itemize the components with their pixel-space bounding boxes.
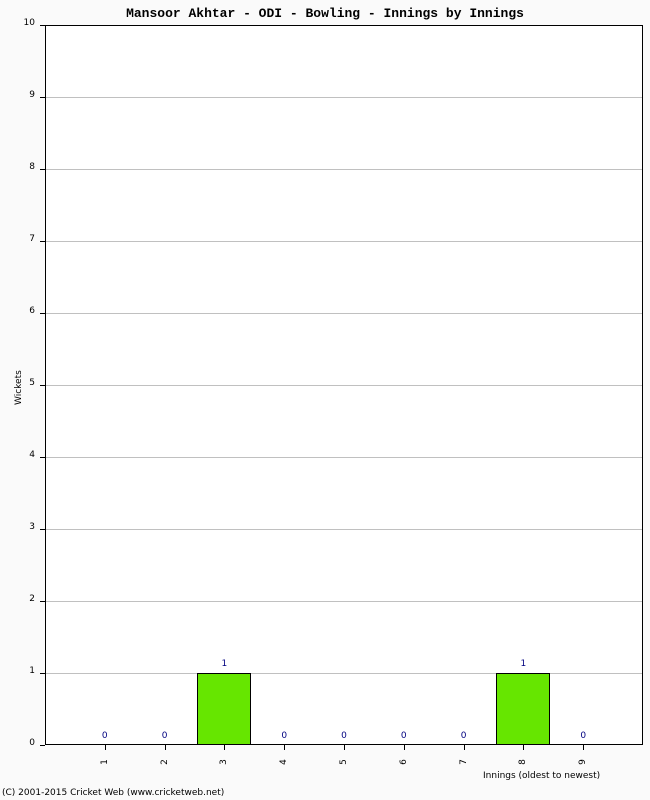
- x-tick-label: 1: [100, 752, 110, 772]
- x-tick-label: 4: [279, 752, 289, 772]
- x-tick: [583, 745, 584, 750]
- x-tick: [464, 745, 465, 750]
- y-axis-label: Wickets: [14, 370, 24, 405]
- y-tick-label: 6: [0, 306, 35, 316]
- y-tick-label: 0: [0, 738, 35, 748]
- x-tick: [404, 745, 405, 750]
- footer-text: (C) 2001-2015 Cricket Web (www.cricketwe…: [2, 788, 224, 798]
- x-tick-label: 6: [399, 752, 409, 772]
- y-tick-label: 3: [0, 522, 35, 532]
- y-tick: [40, 745, 45, 746]
- x-tick: [523, 745, 524, 750]
- x-tick: [284, 745, 285, 750]
- x-tick: [165, 745, 166, 750]
- x-tick: [224, 745, 225, 750]
- x-tick-label: 5: [339, 752, 349, 772]
- plot-frame: [45, 25, 643, 745]
- x-tick-label: 7: [459, 752, 469, 772]
- y-tick-label: 10: [0, 18, 35, 28]
- y-tick-label: 2: [0, 594, 35, 604]
- y-tick-label: 9: [0, 90, 35, 100]
- x-tick-label: 2: [160, 752, 170, 772]
- x-axis-label: Innings (oldest to newest): [483, 771, 600, 781]
- x-tick-label: 3: [219, 752, 229, 772]
- x-tick-label: 9: [578, 752, 588, 772]
- x-tick-label: 8: [518, 752, 528, 772]
- chart-title: Mansoor Akhtar - ODI - Bowling - Innings…: [0, 6, 650, 21]
- y-tick-label: 4: [0, 450, 35, 460]
- x-tick: [105, 745, 106, 750]
- y-tick-label: 1: [0, 666, 35, 676]
- y-tick-label: 8: [0, 162, 35, 172]
- x-tick: [344, 745, 345, 750]
- y-tick-label: 7: [0, 234, 35, 244]
